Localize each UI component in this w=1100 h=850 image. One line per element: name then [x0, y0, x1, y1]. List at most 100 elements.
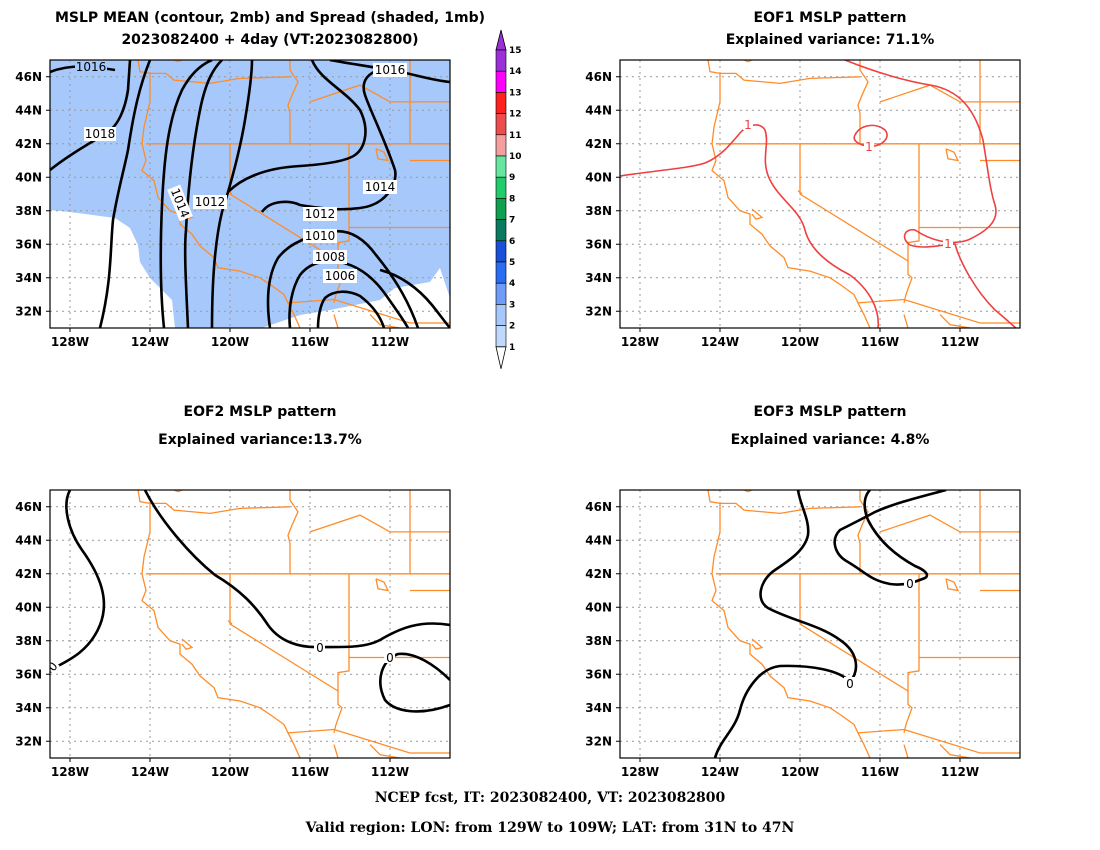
boundary-line	[903, 691, 913, 734]
colorbar-swatch	[495, 176, 507, 199]
colorbar-swatch	[495, 49, 507, 72]
boundary-line	[751, 208, 764, 220]
panel1-axes: 46N 44N 42N 40N 38N 36N 34N 32N 128W 124W 120W 116W…	[15, 70, 409, 349]
lat-tick-label: 46N	[585, 500, 612, 514]
boundary-line	[857, 728, 1020, 754]
contour-label-text: 1016	[76, 60, 107, 74]
colorbar-label: 5	[509, 258, 515, 268]
colorbar-label: 11	[509, 131, 522, 141]
contour-label-text: 1018	[85, 127, 116, 141]
boundary-line	[287, 728, 450, 754]
contour-label-text: 1	[744, 118, 752, 132]
eof2-contour-labels: 0 0 0	[50, 641, 395, 674]
colorbar-label: 6	[509, 237, 515, 247]
boundary-line	[945, 578, 960, 592]
panel1-frame	[49, 59, 451, 329]
lon-tick-label: 124W	[131, 335, 169, 349]
colorbar-top-arrow	[495, 29, 507, 51]
lat-tick-label: 36N	[585, 237, 612, 251]
boundary-line	[181, 638, 194, 650]
colorbar-label: 10	[509, 152, 522, 162]
boundary-line	[903, 744, 909, 758]
boundary-line	[945, 148, 960, 162]
lat-tick-label: 36N	[15, 237, 42, 251]
eof1-contour-labels: 1 1 1	[743, 118, 953, 251]
boundary-line	[939, 314, 971, 328]
contour-label: 1008	[313, 250, 347, 264]
boundary-line	[707, 60, 871, 328]
contour-label-text: 0	[386, 651, 394, 665]
boundary-line	[150, 72, 291, 85]
colorbar-label: 15	[509, 46, 522, 56]
lon-tick-label: 128W	[621, 765, 659, 779]
panel4-frame	[619, 489, 1021, 759]
lon-tick-label: 128W	[51, 765, 89, 779]
colorbar-label: 13	[509, 88, 522, 98]
lon-tick-label: 120W	[781, 335, 819, 349]
contour-label: 0	[844, 677, 855, 691]
colorbar-swatch	[495, 282, 507, 305]
panel3-title-line2: Explained variance:13.7%	[158, 432, 362, 448]
lon-tick-label: 112W	[941, 335, 979, 349]
colorbar-swatch	[495, 113, 507, 136]
eof3-contours	[713, 490, 947, 758]
contour-label: 1018	[84, 127, 116, 141]
lon-tick-label: 124W	[701, 335, 739, 349]
lat-tick-label: 36N	[15, 667, 42, 681]
boundary-line	[369, 314, 401, 328]
colorbar-label: 7	[509, 216, 515, 226]
lat-tick-label: 32N	[585, 734, 612, 748]
boundary-line	[137, 490, 301, 758]
lat-tick-label: 32N	[15, 734, 42, 748]
lat-tick-label: 44N	[15, 103, 42, 117]
lon-tick-label: 112W	[941, 765, 979, 779]
lon-tick-label: 116W	[291, 335, 329, 349]
lat-tick-label: 44N	[585, 103, 612, 117]
spread-colorbar: 15 14 13 12 11 10 9 8 7 6 5 4 3 2 1	[495, 29, 522, 369]
lat-tick-label: 34N	[15, 271, 42, 285]
grid-lines	[620, 490, 1020, 758]
colorbar-swatch	[495, 134, 507, 157]
boundary-line	[857, 298, 1020, 324]
panel3-title-line1: EOF2 MSLP pattern	[183, 404, 337, 420]
lon-tick-label: 120W	[211, 765, 249, 779]
boundary-line	[375, 148, 390, 162]
contour-label: 0	[384, 651, 395, 665]
lat-tick-label: 38N	[585, 634, 612, 648]
lat-tick-label: 40N	[15, 170, 42, 184]
panel3-eof2-map: 0 0 0 46N 44N 42N 40N 38N 36N 34N 32N 128W 124W 12…	[15, 489, 451, 779]
lon-tick-label: 116W	[861, 765, 899, 779]
boundary-line	[333, 744, 339, 758]
eof2-contours	[50, 490, 450, 713]
contour-label-text: 1	[944, 237, 952, 251]
boundary-line	[879, 84, 1020, 103]
colorbar-swatch	[495, 155, 507, 178]
boundary-line	[939, 744, 971, 758]
contour-label: 1006	[323, 269, 357, 283]
contour-label-text: 0	[846, 677, 854, 691]
colorbar-label: 8	[509, 194, 515, 204]
contour-label: 1012	[193, 195, 227, 209]
boundary-line	[333, 314, 339, 328]
colorbar-swatch	[495, 304, 507, 326]
coastline	[707, 60, 1020, 328]
lon-tick-label: 128W	[51, 335, 89, 349]
boundary-line	[287, 298, 450, 324]
panel1-mslp-mean-map: 1016 1018 1016 1014 1012 1014 1012 1010 …	[15, 59, 451, 349]
lat-tick-label: 36N	[585, 667, 612, 681]
lat-tick-label: 44N	[15, 533, 42, 547]
contour-label-text: 1014	[365, 180, 396, 194]
panel2-eof1-map: 1 1 1 46N 44N 42N 40N 38N 36N 34N 32N 128W 124W 12…	[585, 59, 1021, 349]
contour-label: 1	[743, 118, 753, 132]
boundary-line	[333, 691, 343, 734]
contour-label-text: 0	[316, 641, 324, 655]
boundary-line	[227, 620, 233, 625]
contour-label-text: 1010	[305, 229, 336, 243]
boundary-line	[799, 143, 920, 263]
lat-tick-label: 34N	[15, 701, 42, 715]
lon-tick-label: 116W	[861, 335, 899, 349]
contour-label-text: 1006	[325, 269, 356, 283]
panel4-title-line2: Explained variance: 4.8%	[730, 432, 930, 448]
boundary-line	[857, 60, 869, 144]
